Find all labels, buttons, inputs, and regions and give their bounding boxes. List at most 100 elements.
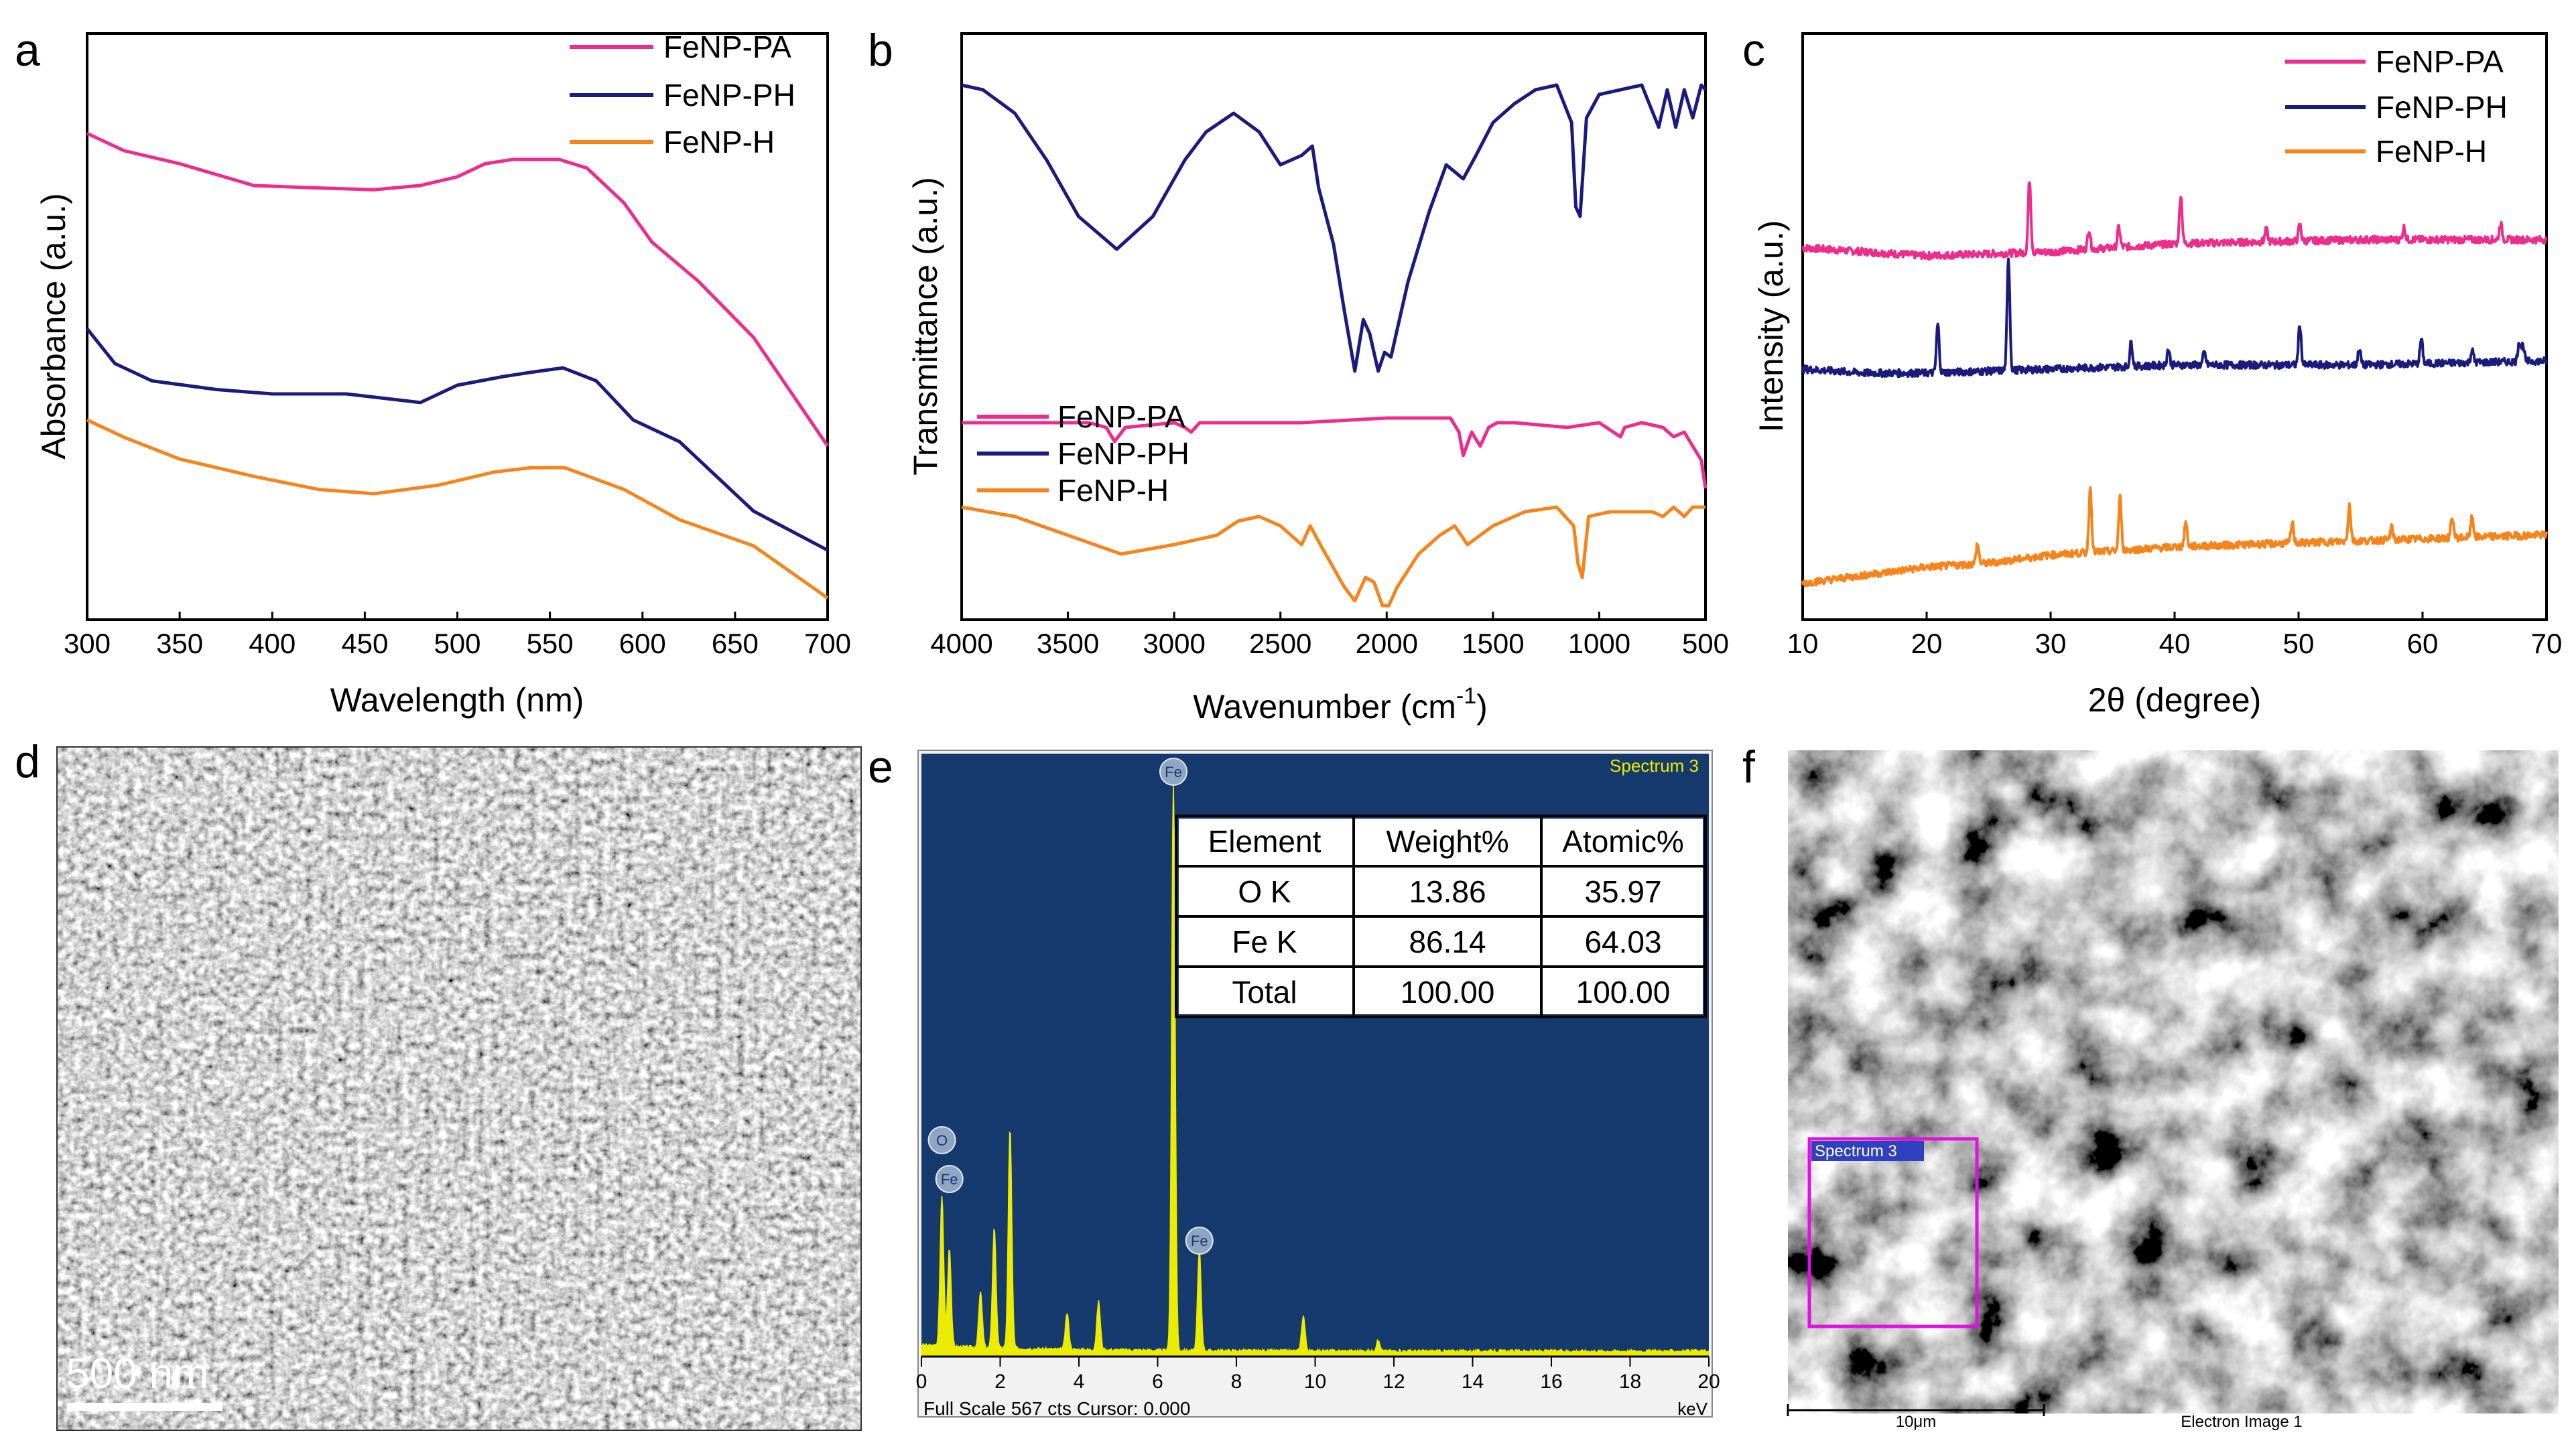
table-header: Atomic%	[1562, 824, 1683, 859]
legend-label-fenp-ph-c: FeNP-PH	[2376, 90, 2508, 125]
panel-label-b: b	[868, 25, 893, 76]
y-axis-label-c: Intensity (a.u.)	[1752, 220, 1790, 433]
series-line-fenp-pa-a	[86, 131, 830, 447]
x-ticks-a: 300 350 400 450 500 550 600 650 700	[64, 612, 851, 659]
sem-texture-f	[1788, 750, 2559, 1414]
eds-peak-marker	[927, 1126, 956, 1154]
legend-c: FeNP-PA FeNP-PH FeNP-H	[2285, 44, 2508, 169]
x-tick-label-a: 350	[156, 628, 203, 659]
table-header: Weight%	[1386, 824, 1508, 859]
table-cell: 35.97	[1584, 874, 1661, 909]
eds-title: Spectrum 3	[1610, 756, 1699, 776]
eds-peak-label: Fe	[1165, 764, 1182, 780]
x-tick-label-b: 500	[1682, 628, 1729, 659]
x-axis-label-a: Wavelength (nm)	[330, 681, 584, 719]
series-line-fenp-ph-b	[961, 83, 1707, 373]
eds-x-tick-label: 12	[1382, 1371, 1405, 1393]
legend-label-fenp-ph-b: FeNP-PH	[1057, 436, 1189, 471]
eds-peak-label: Fe	[1191, 1233, 1208, 1249]
series-line-fenp-h-b	[961, 505, 1705, 608]
series-line-fenp-ph-c	[1801, 257, 2548, 378]
eds-peak-marker	[935, 1165, 964, 1193]
x-tick-label-b: 3000	[1143, 628, 1205, 659]
spectrum-region-label: Spectrum 3	[1815, 1142, 1897, 1160]
x-tick-label-c: 50	[2283, 628, 2315, 659]
x-ticks-c: 10 20 30 40 50 60 70	[1787, 612, 2563, 659]
x-tick-label-b: 2500	[1249, 628, 1311, 659]
x-tick-label-a: 600	[619, 628, 666, 659]
panel-e: e Spectrum 3 O Fe Fe Fe 0 2 4 6 8 10 12 14 16 18 20 k…	[868, 742, 1720, 1419]
scale-label-d: 500 nm	[66, 1349, 208, 1397]
spectrum-region-box	[1807, 1137, 1979, 1328]
legend-label-fenp-pa-a: FeNP-PA	[663, 29, 791, 64]
x-ticks-b: 4000 3500 3000 2500 2000 1500 1000 500	[930, 612, 1729, 659]
eds-spectrum	[921, 781, 1710, 1357]
spectrum-region-tag	[1811, 1141, 1924, 1161]
legend-b: FeNP-PA FeNP-PH FeNP-H	[977, 399, 1189, 508]
table-cell: Total	[1232, 975, 1297, 1010]
panel-b: b 4000 3500 3000 2500 2000 1500 1000 500 Wavenu…	[868, 25, 1729, 726]
eds-footer: Full Scale 567 cts Cursor: 0.000	[923, 1398, 1190, 1419]
x-tick-label-c: 30	[2035, 628, 2067, 659]
eds-peak-marker	[1185, 1227, 1214, 1255]
table-cell: Fe K	[1232, 924, 1297, 959]
table-cell: 100.00	[1576, 975, 1671, 1010]
table-cell: O K	[1238, 874, 1291, 909]
series-line-fenp-pa-c	[1801, 181, 2548, 261]
scale-label-f: 10μm	[1896, 1413, 1937, 1431]
x-tick-label-a: 400	[249, 628, 296, 659]
x-axis-label-c: 2θ (degree)	[2088, 681, 2262, 719]
series-group-b	[961, 83, 1708, 608]
series-group-c	[1801, 181, 2548, 588]
x-tick-label-b: 3500	[1037, 628, 1099, 659]
composition-table: Element Weight% Atomic% O K 13.86 35.97 …	[1175, 815, 1707, 1018]
panel-label-e: e	[868, 742, 893, 793]
x-tick-label-c: 10	[1787, 628, 1819, 659]
series-line-fenp-h-c	[1801, 486, 2548, 588]
x-tick-label-b: 2000	[1356, 628, 1418, 659]
series-line-fenp-pa-b	[962, 416, 1708, 489]
panel-f: f Spectrum 3 10μm Electron Image 1	[1742, 742, 2559, 1446]
eds-peak-label: Fe	[941, 1171, 958, 1188]
eds-x-tick-label: 6	[1152, 1371, 1163, 1393]
x-axis-label-b: Wavenumber (cm-1)	[1193, 683, 1488, 726]
panel-label-c: c	[1742, 25, 1765, 76]
panel-a: a 300 350 400 450 500 550 600 650 700 Wavelength…	[15, 25, 851, 719]
x-tick-label-a: 650	[712, 628, 759, 659]
x-tick-label-c: 20	[1911, 628, 1943, 659]
x-tick-label-a: 500	[434, 628, 480, 659]
sem-caption-bar-f	[1788, 1414, 2559, 1446]
legend-label-fenp-h-c: FeNP-H	[2376, 134, 2487, 169]
panel-label-d: d	[15, 736, 40, 787]
x-tick-label-b: 1500	[1462, 628, 1524, 659]
image-label-f: Electron Image 1	[2181, 1413, 2302, 1431]
eds-x-tick-label: 14	[1462, 1371, 1484, 1393]
sem-frame-d	[56, 746, 862, 1431]
table-cell: 64.03	[1584, 924, 1661, 959]
x-tick-label-a: 300	[64, 628, 111, 659]
table-cell: 100.00	[1401, 975, 1495, 1010]
scale-bar-d	[67, 1403, 222, 1411]
eds-x-tick-label: 4	[1074, 1371, 1085, 1393]
legend-label-fenp-pa-b: FeNP-PA	[1057, 399, 1185, 434]
legend-label-fenp-h-a: FeNP-H	[663, 125, 775, 159]
sem-texture-d	[57, 747, 861, 1430]
eds-peak-label: O	[936, 1132, 948, 1149]
eds-x-tick-label: 0	[916, 1371, 927, 1393]
eds-x-tick-label: 20	[1697, 1371, 1720, 1393]
legend-label-fenp-h-b: FeNP-H	[1057, 473, 1169, 508]
panel-c: c 10 20 30 40 50 60 70 2θ (degree) Intensity (…	[1742, 25, 2562, 719]
x-tick-label-c: 60	[2407, 628, 2439, 659]
x-tick-label-b: 4000	[930, 628, 992, 659]
eds-x-unit: keV	[1677, 1399, 1708, 1419]
series-line-fenp-ph-a	[86, 328, 829, 552]
table-cell: 13.86	[1409, 874, 1486, 909]
x-tick-label-c: 70	[2531, 628, 2563, 659]
panel-label-a: a	[15, 25, 40, 76]
panel-d: d 500 nm	[15, 736, 862, 1431]
series-line-fenp-h-a	[86, 418, 829, 600]
y-axis-label-b: Transmittance (a.u.)	[907, 177, 944, 476]
eds-peak-labels: O Fe Fe Fe	[927, 758, 1214, 1255]
eds-x-tick-label: 8	[1231, 1371, 1242, 1393]
legend-label-fenp-pa-c: FeNP-PA	[2376, 44, 2504, 79]
